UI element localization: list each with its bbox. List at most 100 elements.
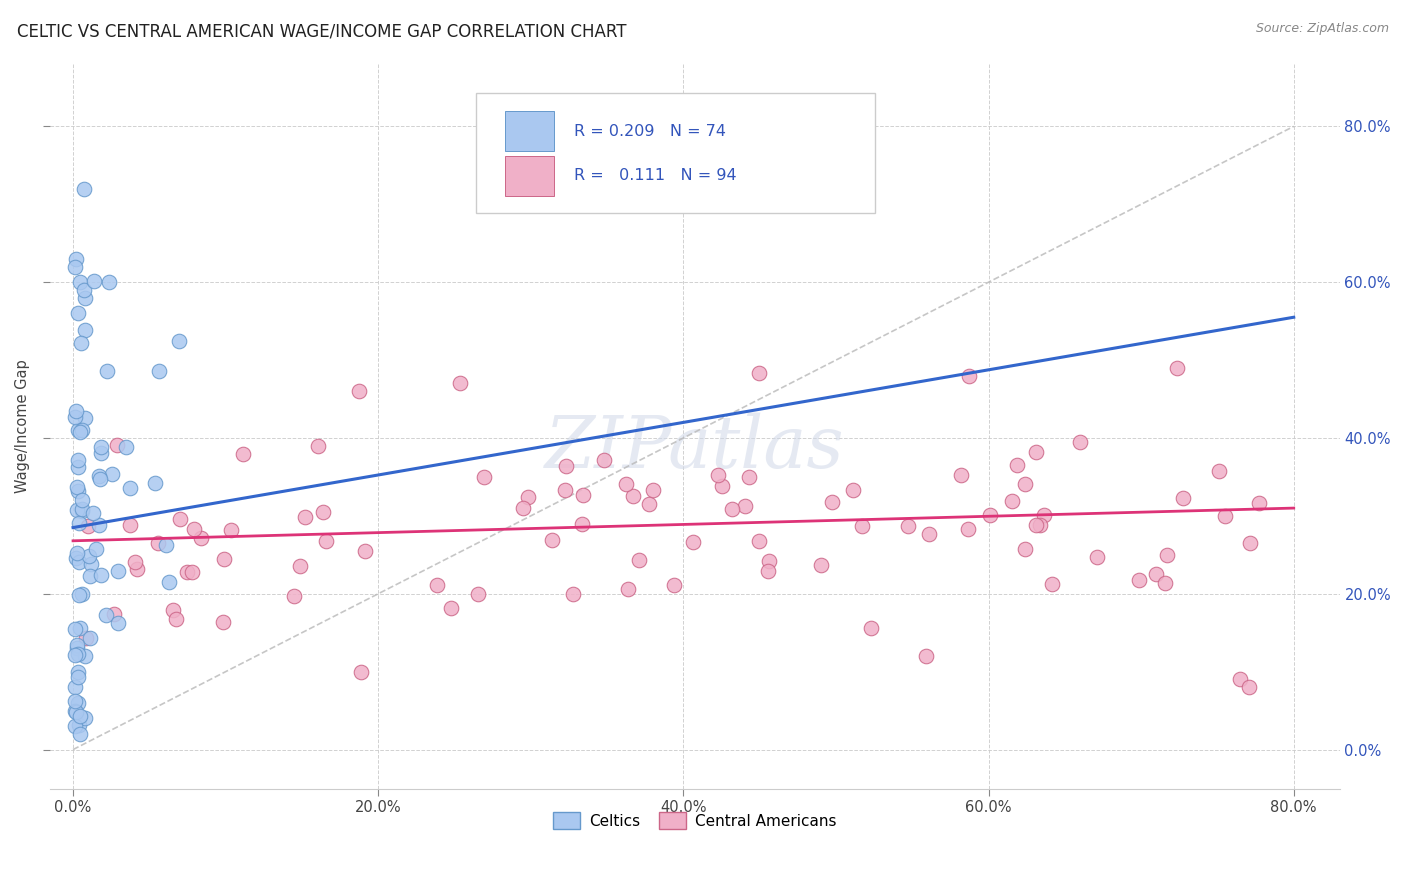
Point [1208, 464, 1230, 478]
Point [67, 459, 90, 474]
Point [283, 590, 305, 604]
Point [120, 518, 142, 533]
Point [957, 522, 980, 536]
Point [294, 510, 316, 524]
Point [118, 481, 141, 495]
Point [66, 641, 89, 656]
Point [63, 694, 86, 708]
Point [1239, 536, 1261, 550]
Point [73, 323, 96, 337]
Point [79, 631, 101, 645]
Point [1040, 577, 1063, 591]
Point [73, 411, 96, 425]
Point [350, 665, 373, 679]
Point [979, 508, 1001, 522]
Point [89, 472, 111, 486]
Point [165, 612, 187, 626]
Point [1007, 458, 1029, 473]
Point [810, 558, 832, 573]
Text: CELTIC VS CENTRAL AMERICAN WAGE/INCOME GAP CORRELATION CHART: CELTIC VS CENTRAL AMERICAN WAGE/INCOME G… [17, 22, 626, 40]
Point [1014, 477, 1036, 491]
Point [572, 488, 595, 502]
Point [842, 483, 865, 497]
Point [98, 275, 121, 289]
Point [1128, 573, 1150, 587]
Point [90, 568, 112, 582]
Point [1213, 509, 1236, 524]
Point [65, 705, 87, 719]
Point [467, 586, 489, 600]
Point [617, 582, 640, 597]
Point [541, 533, 564, 548]
Point [66, 546, 89, 560]
Point [63, 719, 86, 733]
Point [63, 680, 86, 694]
Point [70, 502, 93, 516]
Point [65, 551, 87, 566]
Point [1247, 496, 1270, 510]
Point [571, 516, 593, 531]
Point [628, 553, 651, 567]
Point [181, 565, 204, 579]
Point [103, 607, 125, 621]
Text: ZIPatlas: ZIPatlas [546, 413, 845, 483]
Point [1085, 550, 1108, 565]
Point [70, 587, 93, 601]
Point [554, 483, 576, 497]
FancyBboxPatch shape [505, 112, 554, 151]
Point [851, 518, 873, 533]
Point [915, 649, 938, 664]
Point [918, 527, 941, 541]
Point [232, 446, 254, 460]
Point [69, 425, 91, 439]
Point [65, 404, 87, 418]
Point [73, 649, 96, 664]
Point [312, 505, 335, 519]
Point [748, 533, 770, 548]
Point [79, 569, 101, 583]
Point [67, 718, 90, 732]
Point [66, 423, 89, 437]
Point [439, 600, 461, 615]
Point [69, 275, 91, 289]
Point [63, 648, 86, 663]
Point [472, 470, 495, 484]
Point [67, 665, 90, 679]
Point [614, 477, 637, 491]
Point [67, 516, 90, 531]
Point [101, 467, 124, 481]
Point [562, 587, 585, 601]
Point [821, 495, 844, 509]
Point [212, 551, 235, 566]
Point [512, 500, 534, 515]
Point [69, 727, 91, 741]
Point [555, 458, 578, 473]
Point [721, 502, 744, 516]
Point [127, 561, 149, 575]
Point [1069, 435, 1091, 450]
Point [63, 622, 86, 636]
Point [67, 453, 90, 467]
Point [65, 260, 87, 274]
Point [1229, 673, 1251, 687]
Point [169, 512, 191, 526]
Point [349, 384, 371, 399]
Point [75, 711, 97, 725]
Point [190, 531, 212, 545]
Point [897, 519, 920, 533]
Point [747, 366, 769, 380]
Point [1033, 508, 1056, 522]
Point [96, 608, 118, 623]
Point [1025, 518, 1047, 533]
Point [593, 453, 616, 467]
Y-axis label: Wage/Income Gap: Wage/Income Gap [15, 359, 30, 493]
Point [65, 639, 87, 653]
Point [426, 578, 449, 592]
Point [90, 446, 112, 460]
Point [107, 564, 129, 578]
Point [315, 534, 337, 549]
Point [221, 523, 243, 537]
Point [83, 274, 105, 288]
Point [758, 565, 780, 579]
Point [859, 622, 882, 636]
